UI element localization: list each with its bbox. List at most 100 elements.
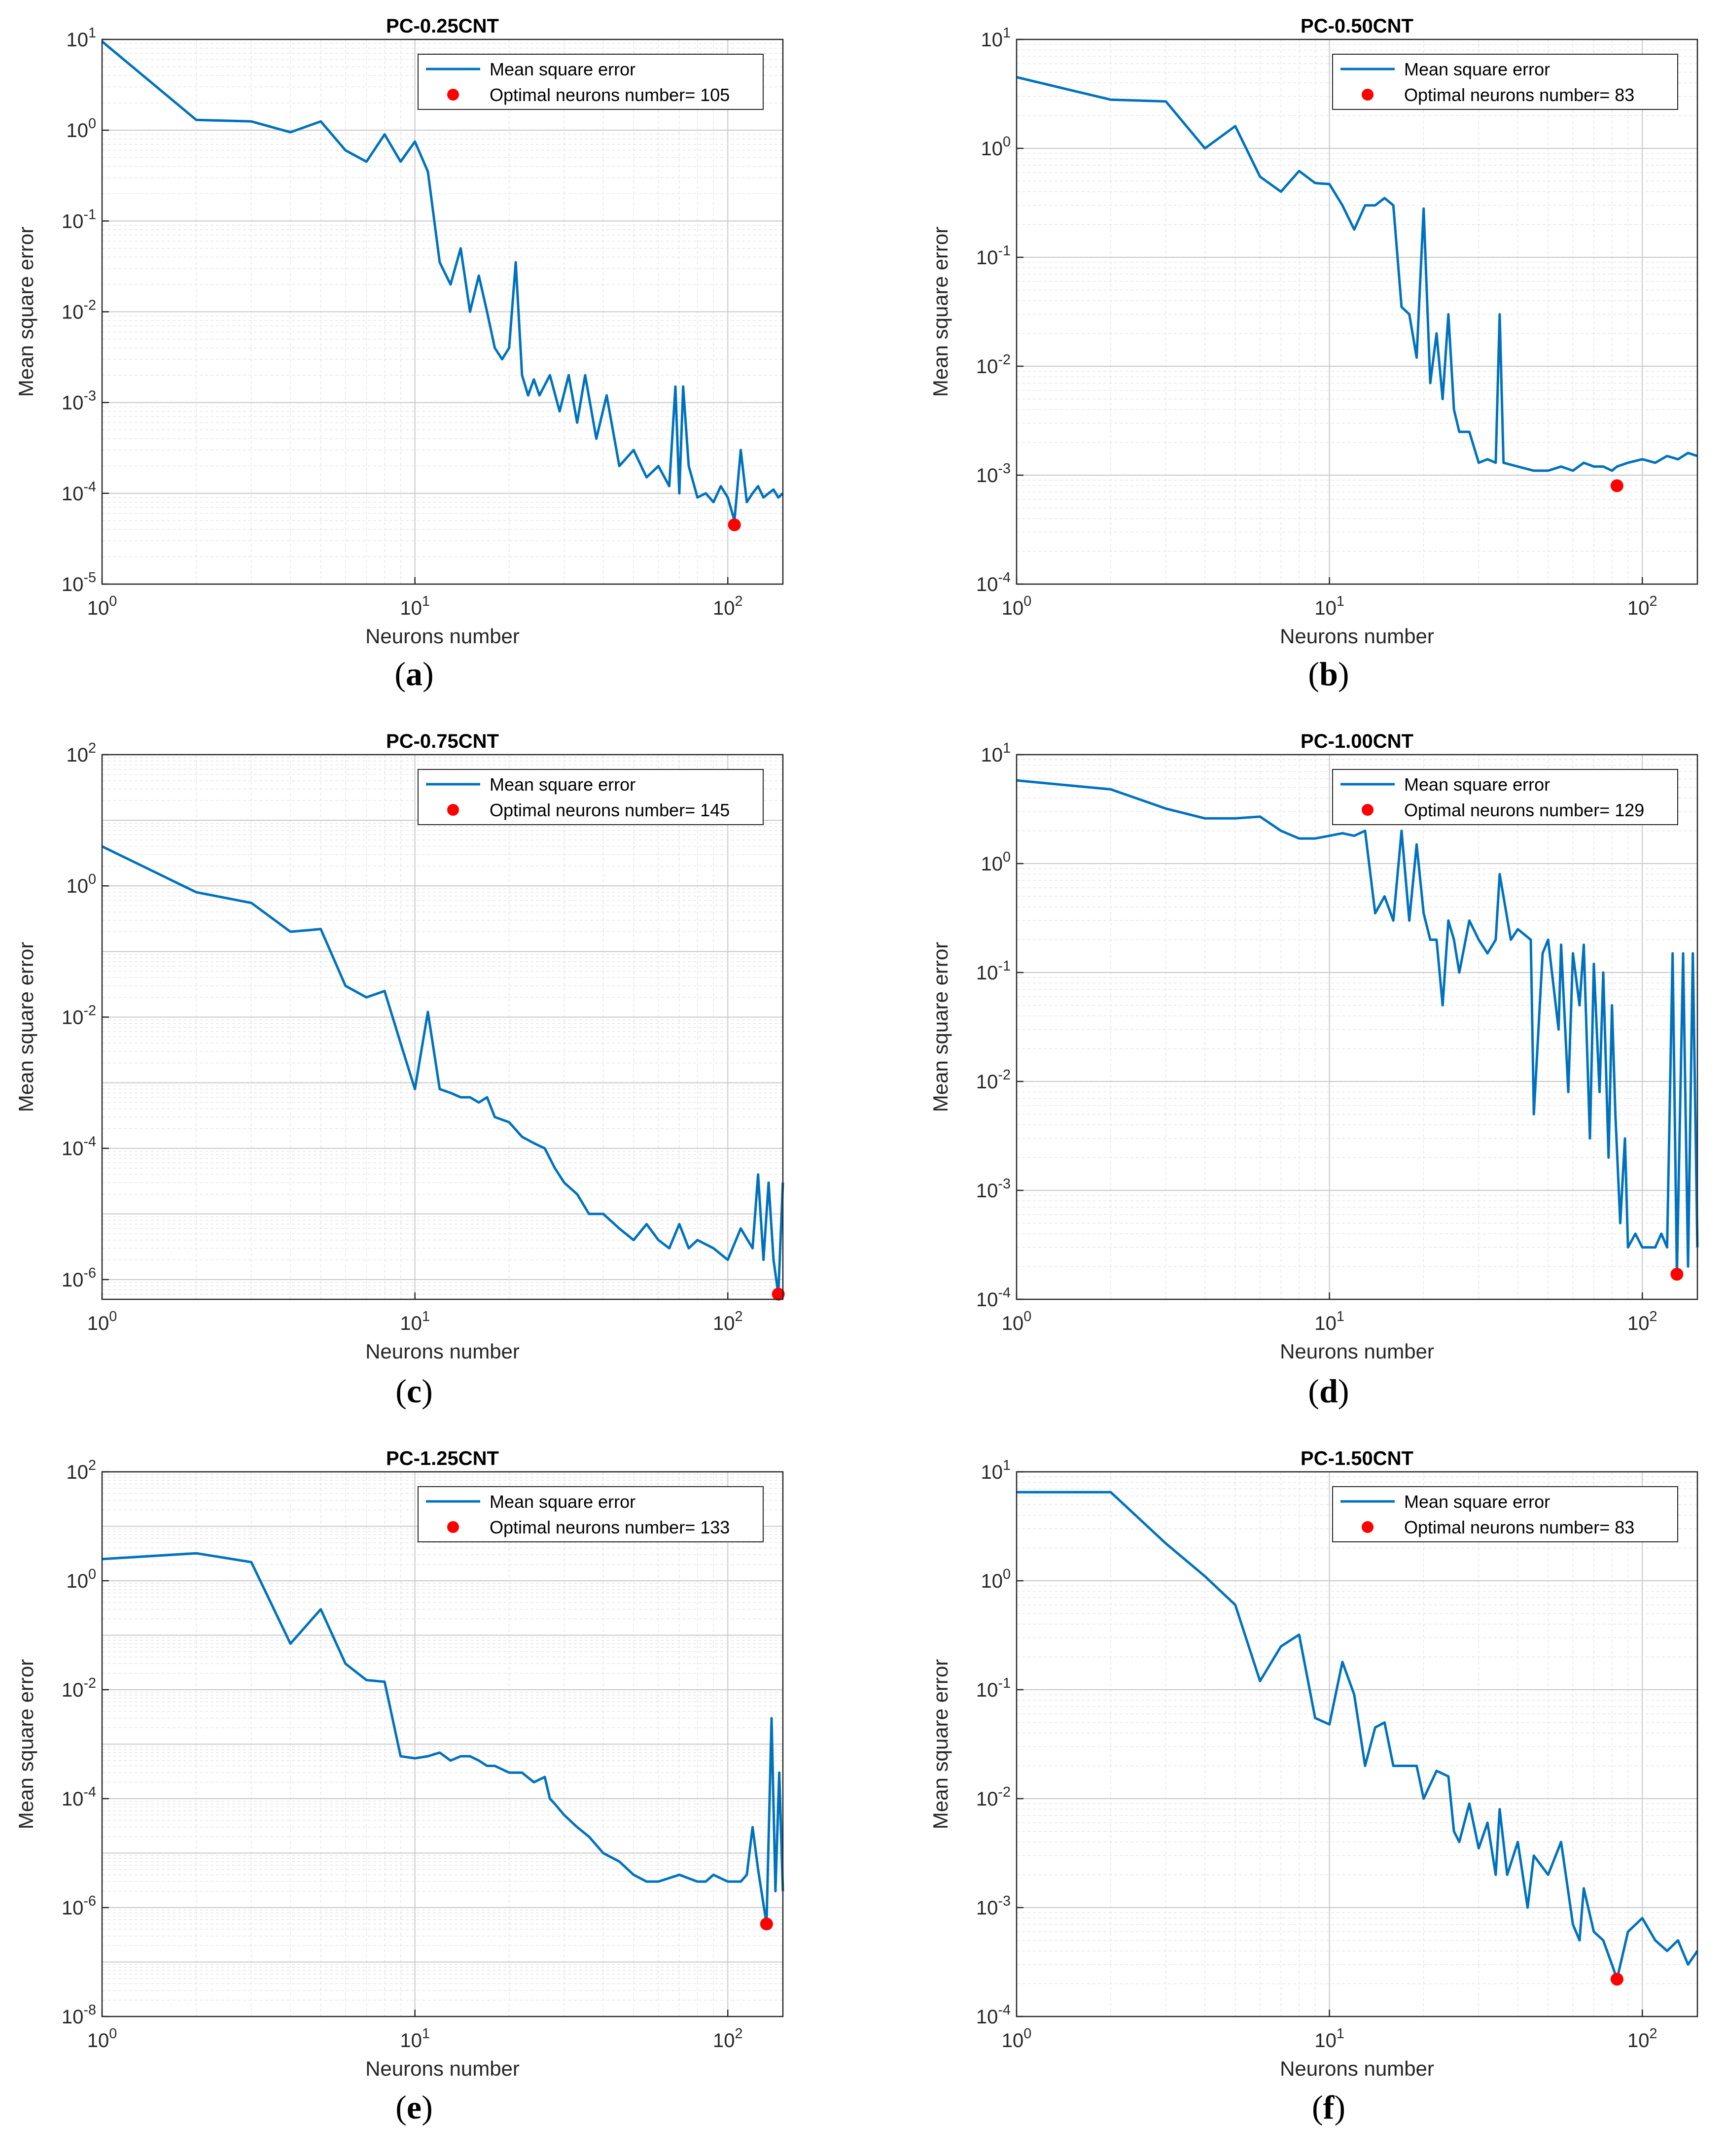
axes-frame <box>101 754 784 1300</box>
legend-entry-line: Mean square error <box>490 1492 635 1512</box>
y-tick-label: 101 <box>66 25 96 51</box>
y-tick-label: 10-1 <box>62 207 96 232</box>
chart-title: PC-1.00CNT <box>1301 730 1413 752</box>
legend-marker-swatch <box>1362 804 1374 816</box>
legend-entry-marker: Optimal neurons number= 105 <box>490 85 730 105</box>
y-tick-label: 10-3 <box>62 388 96 414</box>
legend-entry-line: Mean square error <box>1404 59 1550 79</box>
y-tick-label: 10-2 <box>62 1675 96 1701</box>
legend: Mean square error Optimal neurons number=… <box>418 54 764 110</box>
legend-box <box>418 769 764 825</box>
y-tick-label: 100 <box>66 116 96 141</box>
x-tick-label: 100 <box>1002 593 1032 619</box>
x-tick-label: 102 <box>1627 1309 1657 1334</box>
y-tick-label: 10-4 <box>976 2002 1011 2028</box>
optimal-point-marker <box>1610 479 1623 492</box>
y-tick-label: 10-4 <box>976 1285 1011 1311</box>
chart-panel-3: 100 101 102 10-6 10-4 10-2 100 102 PC-0.75CNT Neu… <box>14 730 785 1410</box>
panel-label: (e) <box>395 2088 433 2126</box>
x-tick-label: 102 <box>1627 593 1657 619</box>
chart-panel-2: 100 101 102 10-4 10-3 10-2 10-1 100 101 PC-0.50CN… <box>929 15 1698 693</box>
x-tick-label: 101 <box>1314 593 1344 619</box>
y-tick-label: 10-2 <box>976 1067 1011 1093</box>
chart-title: PC-0.75CNT <box>386 730 499 752</box>
legend-box <box>1332 769 1678 825</box>
x-tick-label: 100 <box>87 2026 117 2052</box>
x-axis-label: Neurons number <box>1280 1340 1434 1363</box>
y-tick-label: 10-4 <box>976 570 1011 595</box>
y-tick-label: 100 <box>66 1566 96 1592</box>
legend: Mean square error Optimal neurons number=… <box>418 769 764 825</box>
x-tick-label: 101 <box>1314 1309 1344 1334</box>
legend-marker-swatch <box>447 804 459 816</box>
x-axis-label: Neurons number <box>365 2057 520 2080</box>
mse-series-line <box>1017 1491 1699 1981</box>
x-tick-label: 101 <box>1314 2026 1344 2052</box>
y-tick-label: 10-2 <box>62 298 96 323</box>
x-tick-label: 102 <box>713 593 743 619</box>
panel-label: (c) <box>395 1372 433 1410</box>
optimal-point-marker <box>772 1287 785 1301</box>
legend-entry-marker: Optimal neurons number= 83 <box>1404 85 1634 105</box>
y-axis-label: Mean square error <box>929 227 952 397</box>
x-tick-label: 100 <box>1002 2026 1032 2052</box>
y-tick-label: 10-6 <box>62 1893 96 1919</box>
y-tick-label: 101 <box>981 25 1011 51</box>
legend: Mean square error Optimal neurons number=… <box>1332 1486 1678 1542</box>
legend: Mean square error Optimal neurons number=… <box>418 1486 764 1542</box>
panel-label: (a) <box>394 655 433 693</box>
y-axis-label: Mean square error <box>929 942 952 1113</box>
legend-entry-line: Mean square error <box>1404 1492 1550 1512</box>
y-tick-label: 10-8 <box>62 2002 96 2028</box>
x-tick-label: 100 <box>87 593 117 619</box>
plot-area <box>1017 755 1697 1299</box>
optimal-point-marker <box>1670 1268 1684 1281</box>
legend-entry-line: Mean square error <box>1404 774 1550 795</box>
chart-title: PC-0.50CNT <box>1301 15 1413 37</box>
axes-frame <box>1016 1471 1698 2017</box>
plot-area <box>102 755 783 1299</box>
chart-panel-5: 100 101 102 10-8 10-6 10-4 10-2 100 102 PC-1.25CN… <box>14 1448 784 2126</box>
y-tick-label: 101 <box>981 1458 1011 1483</box>
y-tick-label: 100 <box>981 134 1011 160</box>
legend-marker-swatch <box>447 1521 459 1533</box>
y-tick-label: 10-2 <box>976 352 1011 378</box>
y-axis-label: Mean square error <box>929 1659 952 1830</box>
chart-panel-6: 100 101 102 10-4 10-3 10-2 10-1 100 101 PC-1.50CN… <box>929 1448 1699 2126</box>
chart-panel-4: 100 101 102 10-4 10-3 10-2 10-1 100 101 PC-1.00CN… <box>929 730 1699 1410</box>
y-tick-label: 10-5 <box>62 570 96 595</box>
y-tick-label: 101 <box>981 740 1011 766</box>
panel-label: (f) <box>1312 2088 1345 2126</box>
chart-panel-1: 100 101 102 10-5 10-4 10-3 10-2 10-1 100 101 PC-0.… <box>14 15 784 693</box>
y-tick-label: 10-4 <box>62 479 96 505</box>
plot-area <box>1017 1472 1697 2017</box>
y-tick-label: 10-1 <box>976 1675 1011 1701</box>
legend-box <box>418 1486 764 1542</box>
mse-series-line <box>101 40 784 522</box>
axes-frame <box>1016 754 1698 1300</box>
x-tick-label: 101 <box>400 593 430 619</box>
legend-entry-marker: Optimal neurons number= 145 <box>490 800 730 820</box>
y-tick-label: 10-3 <box>976 1176 1011 1202</box>
legend-marker-swatch <box>1362 1521 1374 1533</box>
y-tick-label: 100 <box>981 1566 1011 1592</box>
y-tick-label: 100 <box>66 871 96 897</box>
legend: Mean square error Optimal neurons number=… <box>1332 54 1678 110</box>
x-tick-label: 100 <box>1002 1309 1032 1334</box>
mse-series-line <box>1016 779 1699 1276</box>
mse-series-line <box>1016 76 1698 472</box>
legend-box <box>418 54 764 110</box>
mse-series-line <box>102 1552 784 1925</box>
panel-label: (d) <box>1308 1372 1349 1410</box>
y-tick-label: 10-2 <box>62 1003 96 1028</box>
x-tick-label: 102 <box>713 2026 743 2052</box>
x-axis-label: Neurons number <box>365 1340 520 1363</box>
x-axis-label: Neurons number <box>1280 625 1434 648</box>
panel-label: (b) <box>1308 655 1349 693</box>
legend-entry-marker: Optimal neurons number= 133 <box>490 1517 730 1537</box>
axes-frame <box>1016 38 1698 585</box>
y-tick-label: 10-3 <box>976 461 1011 487</box>
y-axis-label: Mean square error <box>14 942 37 1113</box>
chart-title: PC-1.50CNT <box>1301 1448 1413 1469</box>
